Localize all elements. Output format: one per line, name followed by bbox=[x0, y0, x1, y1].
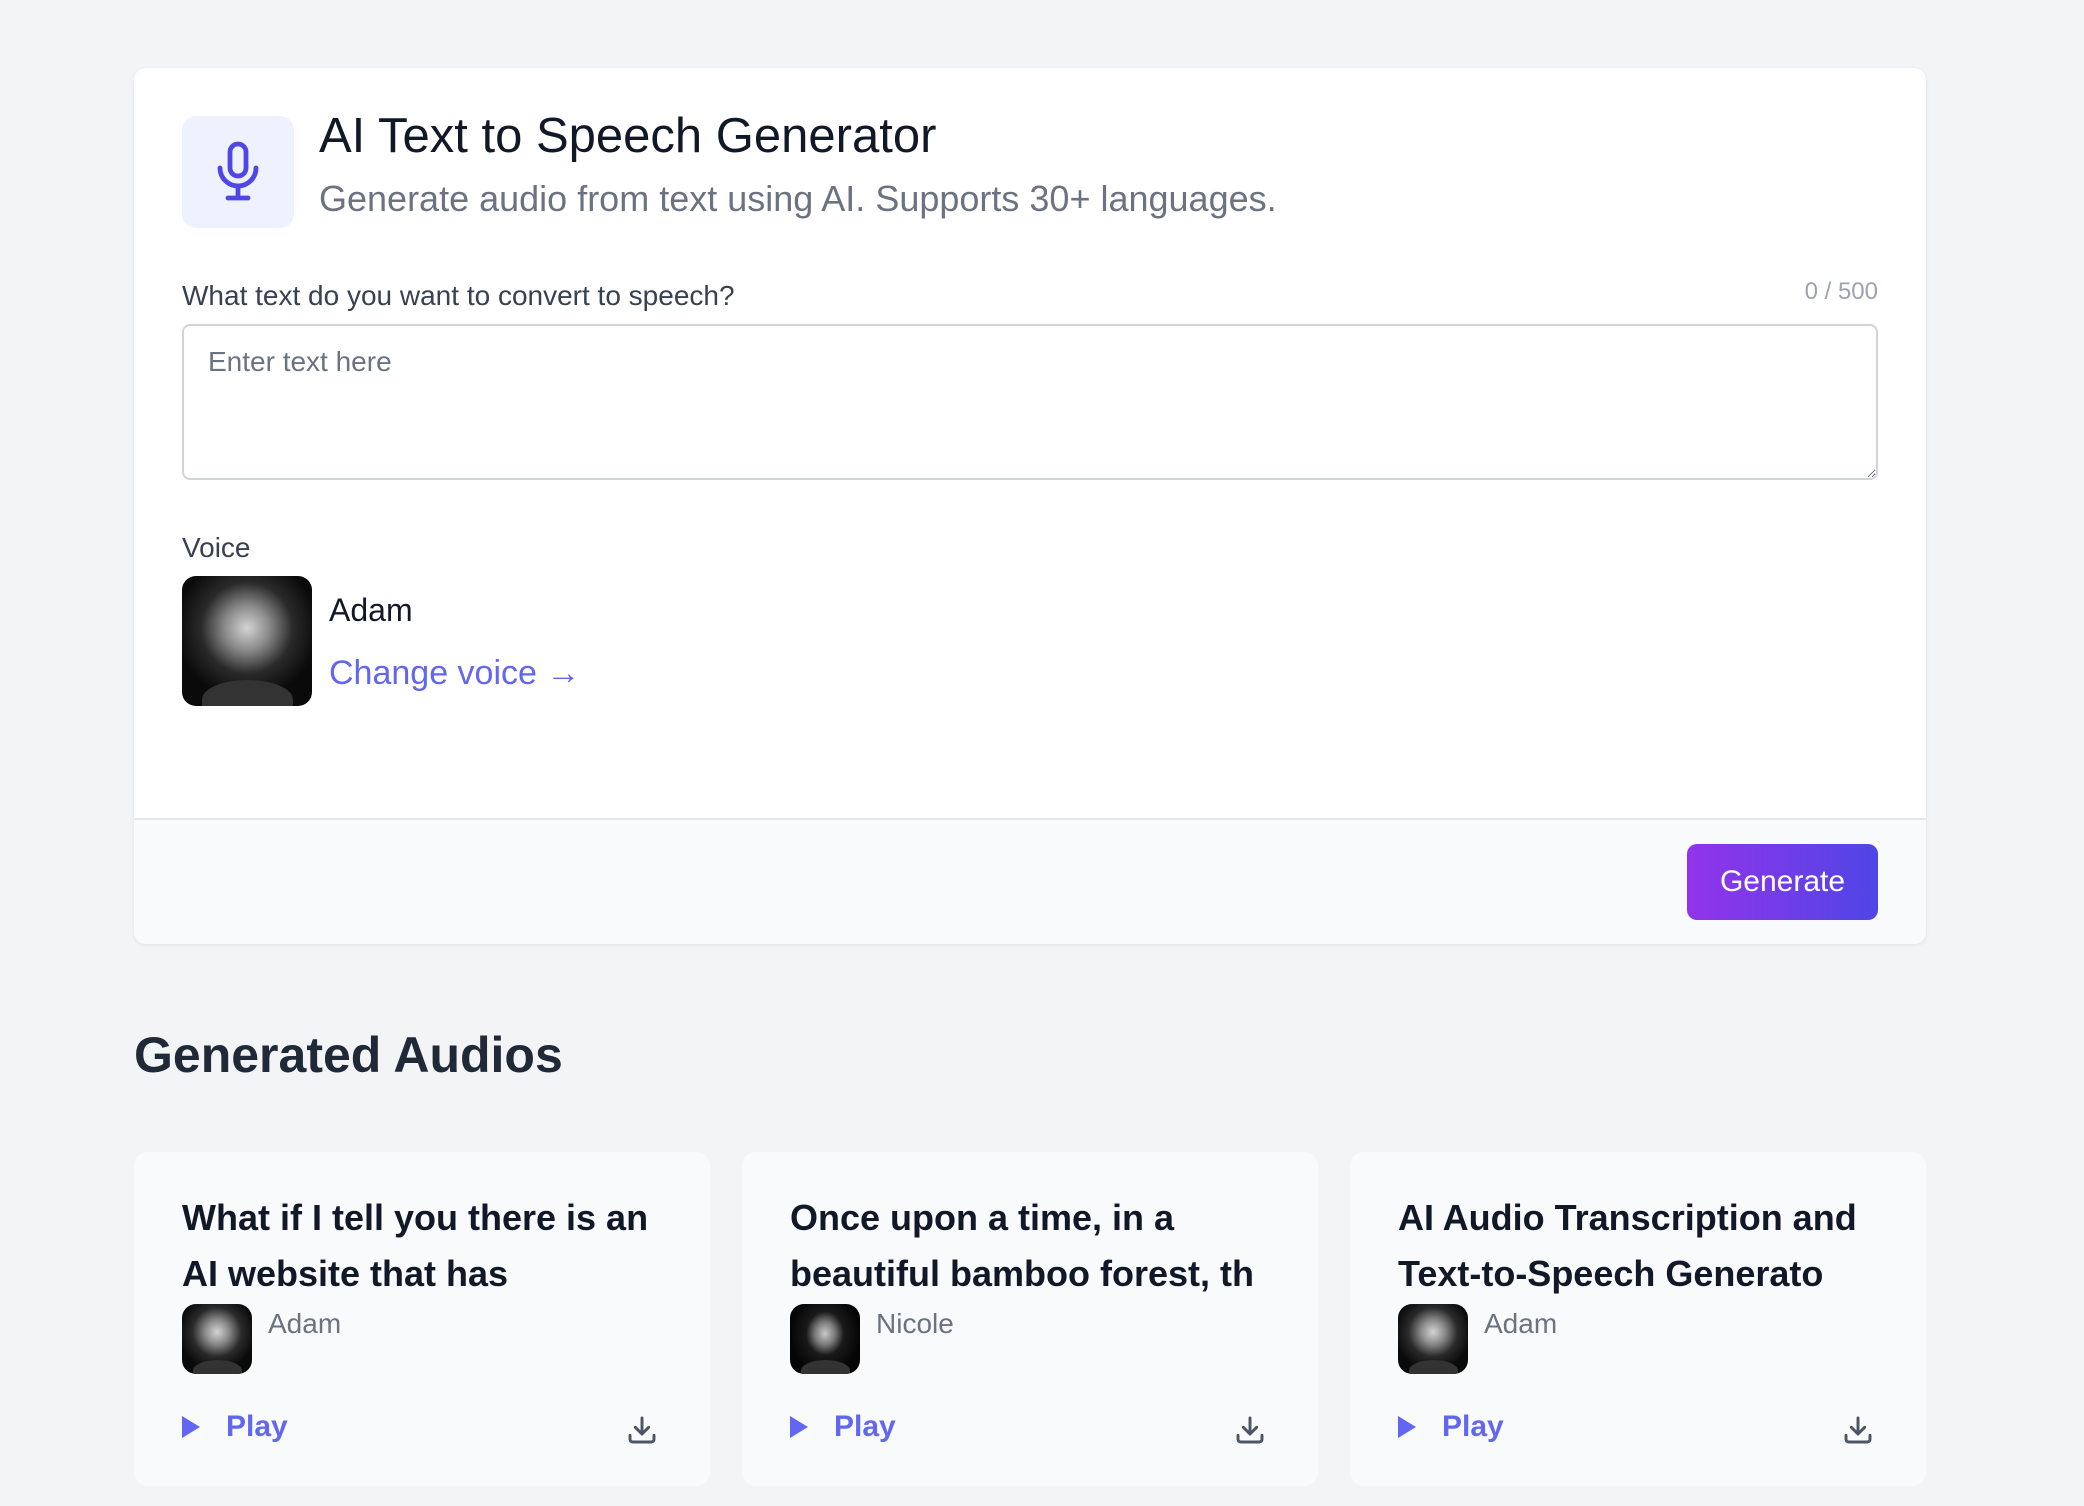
char-counter: 0 / 500 bbox=[1804, 278, 1878, 305]
audio-card: Once upon a time, in a beautiful bamboo … bbox=[742, 1152, 1318, 1486]
play-icon bbox=[182, 1416, 200, 1438]
audio-title: AI Audio Transcription and Text-to-Speec… bbox=[1398, 1197, 1857, 1294]
play-icon bbox=[790, 1416, 808, 1438]
audio-card: What if I tell you there is an AI websit… bbox=[134, 1152, 710, 1486]
tts-card: AI Text to Speech Generator Generate aud… bbox=[134, 68, 1926, 944]
audio-voice-name: Nicole bbox=[876, 1308, 954, 1339]
audio-title: Once upon a time, in a beautiful bamboo … bbox=[790, 1197, 1254, 1294]
page-title: AI Text to Speech Generator bbox=[319, 109, 937, 163]
play-label: Play bbox=[1442, 1410, 1504, 1443]
generate-button[interactable]: Generate bbox=[1687, 844, 1878, 920]
play-button[interactable]: Play bbox=[1398, 1410, 1504, 1444]
microphone-icon-box bbox=[182, 116, 294, 228]
voice-name: Adam bbox=[329, 592, 413, 628]
play-label: Play bbox=[226, 1410, 288, 1443]
download-icon[interactable] bbox=[626, 1414, 658, 1446]
voice-avatar bbox=[182, 576, 312, 706]
generated-audios-heading: Generated Audios bbox=[134, 1027, 563, 1083]
play-button[interactable]: Play bbox=[790, 1410, 896, 1444]
audio-voice-name: Adam bbox=[268, 1308, 342, 1339]
page-subtitle: Generate audio from text using AI. Suppo… bbox=[319, 178, 1277, 219]
voice-label: Voice bbox=[182, 532, 251, 563]
card-footer: Generate bbox=[134, 818, 1926, 944]
play-icon bbox=[1398, 1416, 1416, 1438]
audio-voice-avatar bbox=[1398, 1304, 1468, 1374]
audio-voice-avatar bbox=[182, 1304, 252, 1374]
text-label: What text do you want to convert to spee… bbox=[182, 280, 735, 311]
microphone-icon bbox=[217, 141, 259, 201]
download-icon[interactable] bbox=[1842, 1414, 1874, 1446]
audio-voice-avatar bbox=[790, 1304, 860, 1374]
audio-voice-name: Adam bbox=[1484, 1308, 1558, 1339]
download-icon[interactable] bbox=[1234, 1414, 1266, 1446]
audio-title: What if I tell you there is an AI websit… bbox=[182, 1197, 649, 1294]
change-voice-link[interactable]: Change voice → bbox=[329, 654, 581, 692]
audio-card: AI Audio Transcription and Text-to-Speec… bbox=[1350, 1152, 1926, 1486]
play-label: Play bbox=[834, 1410, 896, 1443]
text-input[interactable] bbox=[182, 324, 1878, 480]
play-button[interactable]: Play bbox=[182, 1410, 288, 1444]
